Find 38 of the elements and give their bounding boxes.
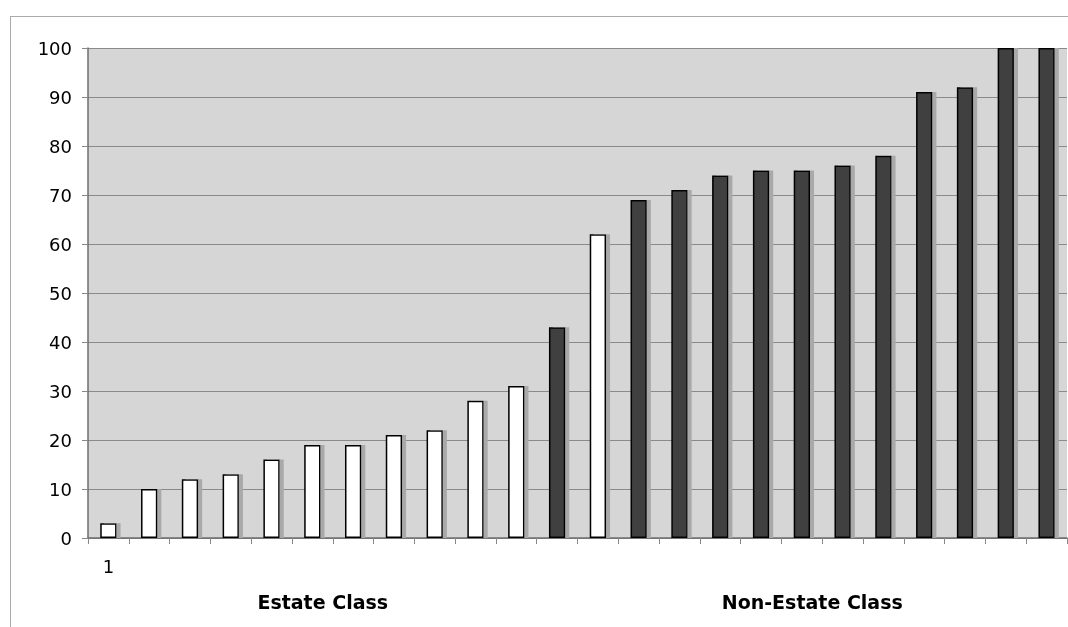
y-tick-label: 80 (49, 135, 72, 157)
y-tick-label: 40 (49, 331, 72, 353)
bar (875, 155, 892, 538)
bar (181, 479, 199, 538)
bar (344, 444, 362, 538)
bar (712, 175, 729, 538)
bar (752, 170, 770, 538)
y-tick-label: 100 (37, 37, 72, 59)
bar (548, 327, 566, 538)
y-tick-label: 0 (60, 527, 72, 549)
bar (834, 165, 851, 538)
bar (916, 92, 933, 538)
y-tick-label: 30 (49, 380, 72, 402)
bar (1038, 48, 1055, 538)
bar (956, 87, 974, 538)
bar (997, 48, 1014, 538)
y-tick-label: 90 (49, 86, 72, 108)
y-tick-label: 60 (49, 233, 72, 255)
bar (263, 459, 280, 538)
bar (141, 489, 158, 538)
bar (793, 170, 811, 538)
bar (630, 199, 647, 538)
bar (222, 474, 239, 538)
bar (304, 444, 321, 538)
y-tick-label: 10 (49, 478, 72, 500)
text: Estate Class (257, 591, 389, 613)
bar (589, 234, 607, 538)
y-tick-label: 50 (49, 282, 72, 304)
text: Non-Estate Class (721, 591, 903, 613)
bar (671, 190, 688, 538)
bar (100, 523, 117, 538)
y-tick-label: 20 (49, 429, 72, 451)
bar (426, 430, 443, 538)
x-tick-label: 1 (102, 555, 115, 577)
bar (508, 386, 525, 538)
y-tick-label: 70 (49, 184, 72, 206)
bar (385, 435, 403, 538)
bar (467, 400, 484, 538)
